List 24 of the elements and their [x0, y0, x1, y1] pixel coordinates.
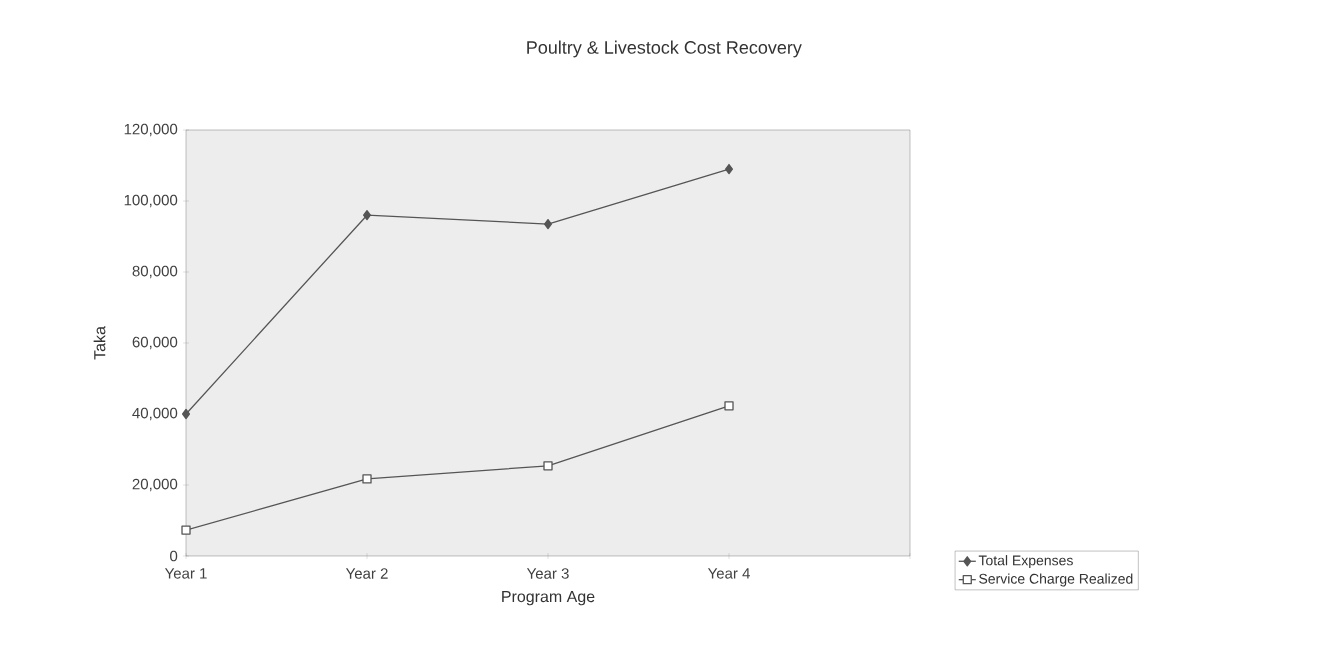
y-axis-title: Taka: [93, 326, 106, 360]
point: [724, 401, 734, 411]
y-tick-label: 40,000: [132, 407, 178, 421]
legend-label: Total Expenses: [978, 555, 1073, 569]
x-axis-title: Program Age: [502, 591, 595, 606]
point: [724, 163, 734, 175]
point: [543, 218, 553, 230]
x-tick-label: Year 2: [345, 568, 388, 579]
y-tick-label: 60,000: [132, 336, 178, 350]
legend-label: Service Charge Realized: [979, 573, 1133, 587]
point: [181, 525, 191, 535]
y-tick-label: 0: [170, 550, 178, 562]
y-tick-label: 100,000: [124, 194, 178, 208]
x-tick-label: Year 4: [707, 568, 750, 579]
y-tick-label: 120,000: [124, 123, 178, 137]
y-tick-label: 80,000: [132, 265, 178, 279]
y-tick-label: 20,000: [132, 478, 178, 492]
point: [362, 474, 372, 484]
point: [362, 210, 372, 221]
point: [181, 408, 191, 420]
x-tick-label: Year 3: [526, 568, 569, 579]
point: [543, 461, 553, 471]
x-tick-label: Year 1: [164, 568, 207, 579]
chart-title: Poultry & Livestock Cost Recovery: [527, 40, 802, 58]
